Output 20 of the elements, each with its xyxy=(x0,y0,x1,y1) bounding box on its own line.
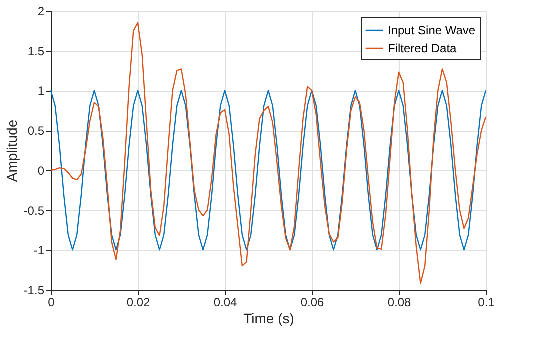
y-tick-label: 2 xyxy=(38,4,45,18)
legend-label: Input Sine Wave xyxy=(388,24,476,38)
x-tick-label: 0.04 xyxy=(214,296,238,310)
x-axis-title: Time (s) xyxy=(244,310,294,326)
y-tick-label: -1 xyxy=(34,244,45,258)
x-tick-label: 0 xyxy=(48,296,56,310)
y-tick-label: 0.5 xyxy=(28,124,45,138)
line-series xyxy=(50,22,487,284)
x-tick-label: 0.06 xyxy=(300,296,324,310)
y-axis-title: Amplitude xyxy=(4,120,20,182)
y-tick-label: 1 xyxy=(38,84,45,98)
y-tick-label: 1.5 xyxy=(28,44,45,58)
legend-label: Filtered Data xyxy=(388,42,458,56)
x-tick-label: 0.08 xyxy=(388,296,412,310)
x-tick-label: 0.02 xyxy=(126,296,150,310)
x-tick-label: 0.1 xyxy=(478,296,496,310)
y-tick-label: -1.5 xyxy=(24,284,45,298)
line-series xyxy=(50,90,487,251)
y-tick-label: 0 xyxy=(38,164,45,178)
y-tick-label: -0.5 xyxy=(24,204,45,218)
